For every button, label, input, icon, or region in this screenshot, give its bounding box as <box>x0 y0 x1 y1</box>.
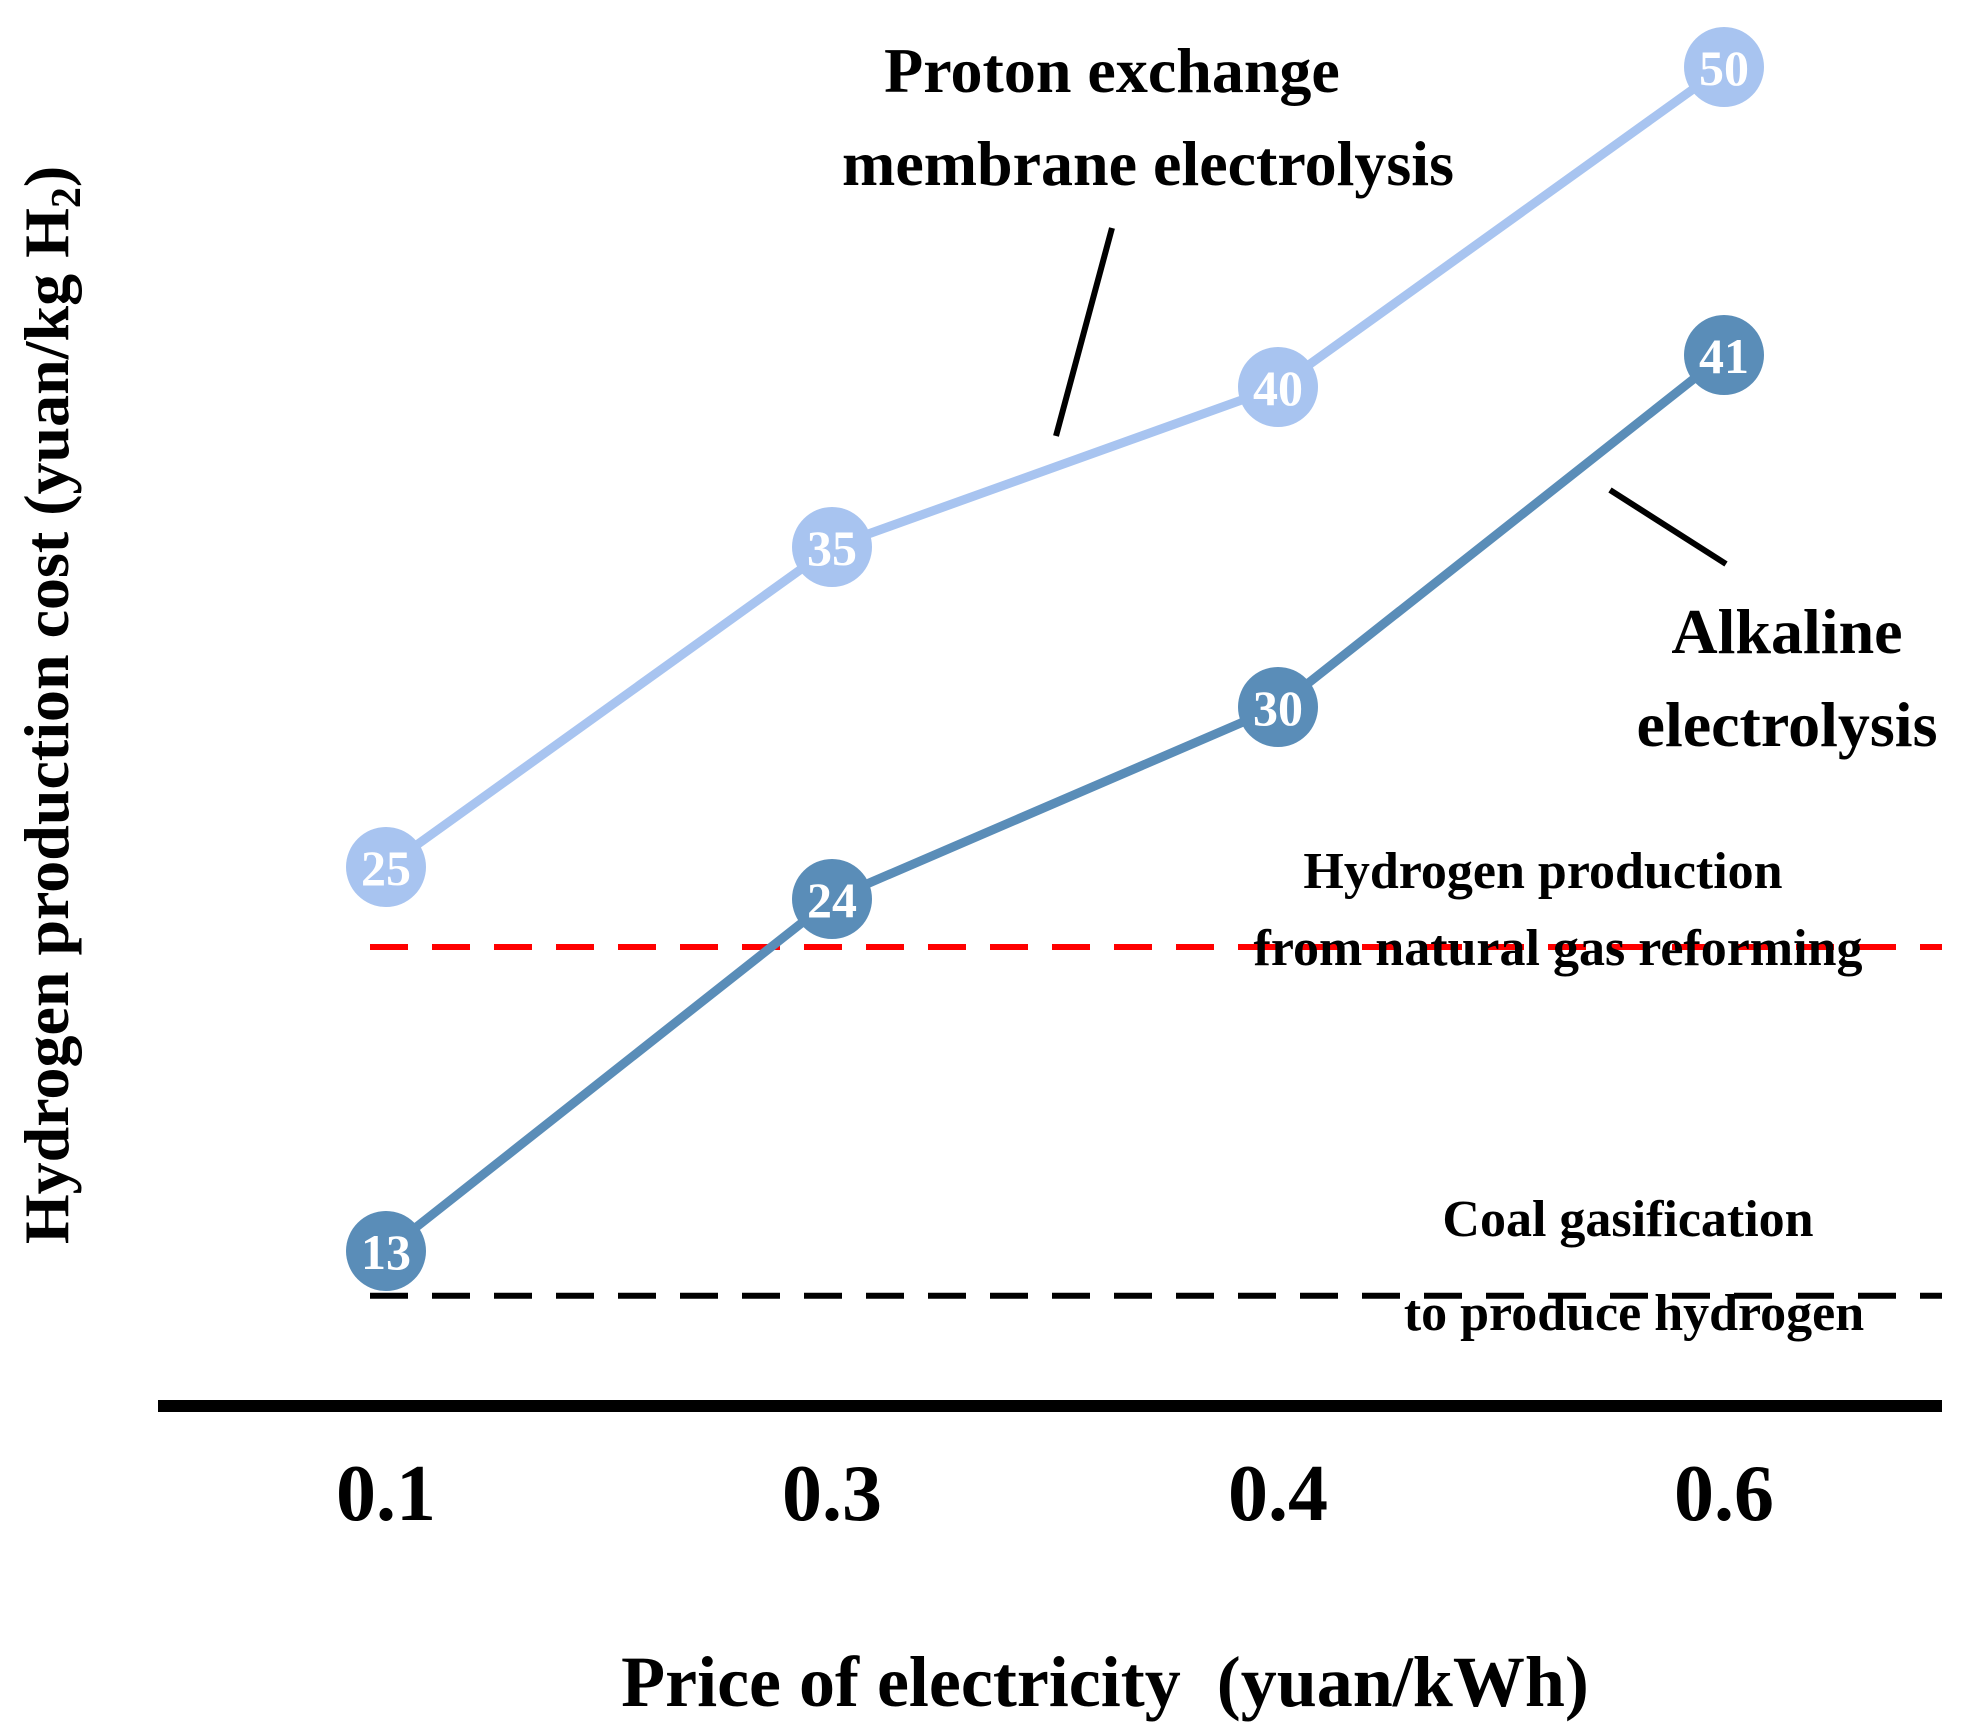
series-markers: 25 35 40 50 13 24 30 41 <box>346 27 1764 1291</box>
alkaline-label-line-2: electrolysis <box>1637 689 1938 760</box>
coal-label-line-2: to produce hydrogen <box>1404 1285 1864 1342</box>
y-axis-label-close: ) <box>11 166 82 187</box>
chart: 25 35 40 50 13 24 30 41 0.1 0.3 0.4 0.6 Proton exc… <box>0 0 1974 1726</box>
coal-annotation: Coal gasification to produce hydrogen <box>1404 1191 1864 1342</box>
data-label-alkaline-1: 24 <box>807 872 857 928</box>
data-label-alkaline-3: 41 <box>1699 328 1749 384</box>
data-label-pem-1: 35 <box>807 520 857 576</box>
pem-label-line-2: membrane electrolysis <box>842 128 1454 199</box>
natural-gas-label-line-2: from natural gas reforming <box>1254 920 1863 977</box>
pem-annotation: Proton exchange membrane electrolysis <box>842 35 1454 436</box>
alkaline-annotation: Alkaline electrolysis <box>1610 490 1937 760</box>
natural-gas-label-line-1: Hydrogen production <box>1303 843 1782 900</box>
y-axis-label: Hydrogen production cost (yuan/kg H2) <box>11 166 90 1244</box>
x-tick-label-1: 0.3 <box>782 1450 882 1538</box>
data-label-alkaline-0: 13 <box>361 1224 411 1280</box>
data-label-pem-0: 25 <box>361 840 411 896</box>
data-label-pem-3: 50 <box>1699 40 1749 96</box>
data-label-alkaline-2: 30 <box>1253 680 1303 736</box>
pem-leader-line <box>1056 228 1112 436</box>
x-axis-label: Price of electricity (yuan/kWh) <box>621 1642 1589 1722</box>
x-tick-label-0: 0.1 <box>336 1450 436 1538</box>
alkaline-leader-line <box>1610 490 1726 564</box>
data-label-pem-2: 40 <box>1253 360 1303 416</box>
coal-label-line-1: Coal gasification <box>1442 1191 1813 1248</box>
x-tick-label-3: 0.6 <box>1674 1450 1774 1538</box>
y-axis-label-main: Hydrogen production cost (yuan/kg H <box>11 208 82 1244</box>
x-tick-labels: 0.1 0.3 0.4 0.6 <box>336 1450 1774 1538</box>
x-tick-label-2: 0.4 <box>1228 1450 1328 1538</box>
pem-label-line-1: Proton exchange <box>884 35 1340 106</box>
y-axis-label-subscript: 2 <box>44 187 90 208</box>
natural-gas-annotation: Hydrogen production from natural gas ref… <box>1254 843 1863 977</box>
alkaline-label-line-1: Alkaline <box>1671 596 1902 667</box>
series-lines <box>386 67 1724 1251</box>
series-line-alkaline <box>386 355 1724 1251</box>
